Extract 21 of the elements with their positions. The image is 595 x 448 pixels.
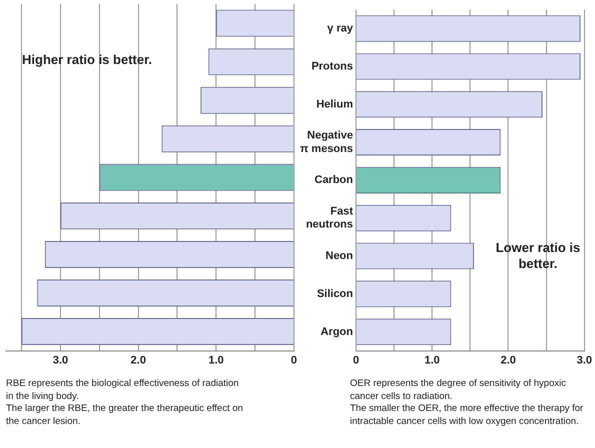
y-tick-label: Argon: [320, 326, 354, 338]
annotation: Lower ratio is better.: [494, 240, 582, 272]
x-tick-label: 0: [290, 354, 298, 366]
annotation: Higher ratio is better.: [22, 52, 154, 68]
y-tick-label: Neon: [326, 250, 354, 262]
y-tick-label: Fast neutrons: [306, 206, 354, 231]
x-tick-label: 3.0: [52, 354, 68, 366]
y-tick-label: Protons: [311, 60, 353, 72]
y-tick-label: Negative π mesons: [300, 130, 353, 155]
x-tick-label: 0: [352, 354, 360, 366]
y-tick-label: Helium: [316, 98, 354, 110]
x-tick-label: 1.0: [208, 354, 224, 366]
text: OER represents the degree of sensitivity of hypoxic cancer cells to radiation. The smaller the OER, the more effective the therapy for intractable cancer cells with low oxygen concentration.: [350, 378, 584, 428]
x-tick-label: 2.0: [500, 354, 516, 366]
y-tick-label: Carbon: [314, 174, 354, 186]
x-tick-label: 3.0: [576, 354, 592, 366]
x-tick-label: 1.0: [424, 354, 440, 366]
y-tick-label: Silicon: [316, 288, 354, 300]
text: RBE represents the biological effectiveness of radiation in the living body. The larger the RBE, the greater the therapeutic effect on the cancer lesion.: [6, 378, 244, 428]
x-tick-label: 2.0: [130, 354, 146, 366]
y-tick-label: γ ray: [327, 22, 354, 35]
